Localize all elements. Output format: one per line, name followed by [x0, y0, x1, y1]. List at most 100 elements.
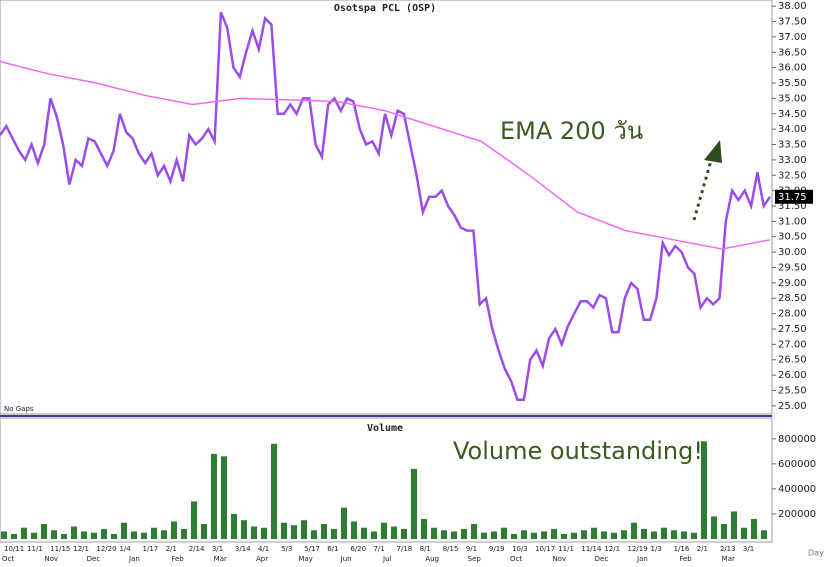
- volume-bar: [11, 533, 17, 539]
- volume-bar: [621, 530, 627, 539]
- x-tick-label: 10/17: [535, 545, 555, 553]
- y-tick-label: 32.50: [778, 170, 807, 181]
- price-tag-label: 31.75: [778, 192, 807, 203]
- x-tick-label: Jul: [382, 555, 392, 563]
- arrow-head: [704, 140, 722, 163]
- y-tick-label: 30.00: [778, 247, 807, 258]
- volume-bar: [351, 521, 357, 539]
- x-tick-label: 8/15: [443, 545, 459, 553]
- x-tick-label: Jun: [340, 555, 352, 563]
- x-tick-label: Mar: [214, 555, 227, 563]
- volume-bar: [661, 527, 667, 539]
- x-tick-label: 2/1: [166, 545, 177, 553]
- volume-bar: [441, 530, 447, 539]
- volume-bar: [31, 532, 37, 539]
- x-tick-label: 1/17: [143, 545, 159, 553]
- y-tick-label: 28.50: [778, 293, 807, 304]
- x-tick-label: 3/1: [743, 545, 754, 553]
- volume-bar: [571, 532, 577, 539]
- volume-bar: [361, 527, 367, 539]
- y-tick-label: 35.00: [778, 93, 807, 104]
- volume-bar: [271, 443, 277, 539]
- y-tick-label: 36.50: [778, 47, 807, 58]
- x-tick-label: 9/1: [466, 545, 477, 553]
- y-tick-label: 31.50: [778, 201, 807, 212]
- x-tick-label: Mar: [722, 555, 735, 563]
- x-tick-label: 11/15: [50, 545, 70, 553]
- x-tick-label: 4/1: [258, 545, 269, 553]
- volume-bar: [721, 523, 727, 539]
- volume-bar: [681, 531, 687, 539]
- x-tick-label: 6/20: [350, 545, 366, 553]
- volume-bar: [751, 518, 757, 539]
- arrow: [692, 149, 716, 221]
- volume-bar: [81, 531, 87, 539]
- volume-bar: [711, 516, 717, 539]
- y-tick-label: 37.50: [778, 17, 807, 28]
- volume-bar: [381, 522, 387, 539]
- y-tick-label: 31.00: [778, 216, 807, 227]
- volume-bar: [671, 530, 677, 539]
- x-tick-label: 5/17: [304, 545, 320, 553]
- volume-bar: [241, 520, 247, 539]
- y-tick-label: 33.50: [778, 140, 807, 151]
- x-tick-label: 1/16: [674, 545, 690, 553]
- y-tick-label: 37.00: [778, 32, 807, 43]
- x-tick-label: 11/14: [581, 545, 602, 553]
- volume-title: Volume: [367, 423, 403, 434]
- volume-bar: [51, 530, 57, 539]
- x-tick-label: 2/1: [697, 545, 708, 553]
- chart-title: Osotspa PCL (OSP): [334, 3, 436, 14]
- volume-bar: [601, 531, 607, 539]
- volume-bar: [61, 533, 67, 539]
- x-tick-label: 5/3: [281, 545, 292, 553]
- volume-bar: [701, 441, 707, 539]
- y-tick-label: 34.00: [778, 124, 807, 135]
- volume-bar: [641, 528, 647, 539]
- y-tick-label: 36.00: [778, 63, 807, 74]
- x-tick-label: Feb: [679, 555, 692, 563]
- volume-bar: [261, 527, 267, 539]
- x-tick-label: Dec: [595, 555, 609, 563]
- volume-bar: [461, 528, 467, 539]
- x-unit: Day: [808, 549, 824, 558]
- annotation: EMA 200 วัน: [500, 117, 643, 145]
- x-tick-label: Sep: [468, 555, 482, 563]
- volume-bar: [111, 533, 117, 539]
- volume-bar: [371, 531, 377, 539]
- x-tick-label: 3/14: [235, 545, 251, 553]
- x-tick-label: May: [298, 555, 312, 563]
- x-tick-label: Nov: [552, 555, 566, 563]
- volume-bar: [551, 528, 557, 539]
- y-tick-label: 33.00: [778, 155, 807, 166]
- x-tick-label: 12/1: [73, 545, 89, 553]
- volume-bar: [321, 523, 327, 539]
- y-tick-label: 29.00: [778, 278, 807, 289]
- volume-bar: [541, 531, 547, 539]
- volume-bar: [511, 533, 517, 539]
- x-tick-label: 6/1: [327, 545, 338, 553]
- volume-bar: [741, 527, 747, 539]
- volume-bar: [171, 521, 177, 539]
- x-tick-label: 7/1: [373, 545, 384, 553]
- x-tick-label: 7/18: [397, 545, 413, 553]
- volume-bar: [521, 530, 527, 539]
- volume-panel: [0, 417, 773, 543]
- volume-bar: [421, 518, 427, 539]
- x-tick-label: Apr: [256, 555, 268, 563]
- x-tick-label: 1/3: [651, 545, 662, 553]
- volume-bar: [131, 531, 137, 539]
- volume-bar: [221, 456, 227, 539]
- volume-bar: [561, 533, 567, 539]
- x-tick-label: 12/19: [627, 545, 647, 553]
- volume-bar: [431, 527, 437, 539]
- x-tick-label: Jan: [636, 555, 648, 563]
- y-tick-label: 400000: [778, 484, 816, 495]
- x-tick-label: Feb: [171, 555, 184, 563]
- volume-bar: [231, 513, 237, 539]
- line: [0, 60, 771, 250]
- x-tick-label: 8/1: [420, 545, 431, 553]
- volume-bar: [1, 531, 7, 539]
- line: [0, 11, 772, 401]
